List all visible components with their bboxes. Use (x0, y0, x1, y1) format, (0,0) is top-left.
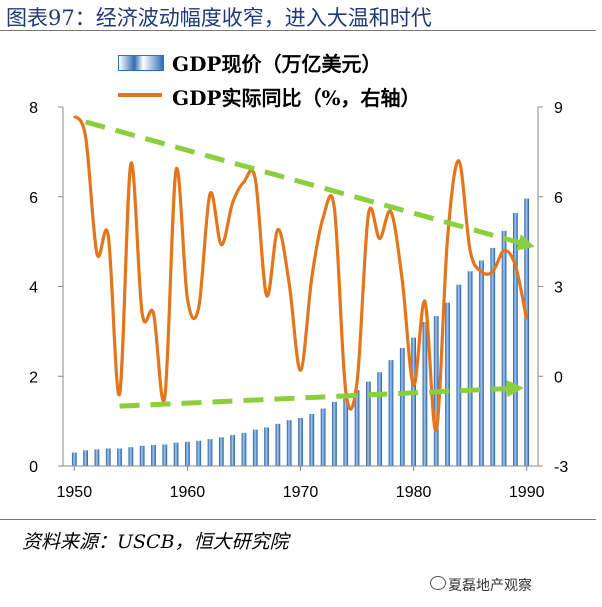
watermark: 夏磊地产观察 (448, 578, 532, 594)
legend-bar-label: GDP现价（万亿美元） (172, 52, 382, 76)
bar-1969 (286, 420, 292, 466)
bar-1952 (94, 449, 100, 466)
x-tick-1990: 1990 (509, 484, 545, 501)
bar-1974 (343, 396, 349, 466)
bar-1967 (264, 427, 269, 466)
bar-1990 (524, 198, 530, 467)
lower-trend-arrow (119, 380, 524, 409)
bar-1968 (275, 423, 281, 466)
bar-1955 (128, 447, 134, 466)
x-tick-1980: 1980 (396, 484, 432, 501)
y-right-tick-9: 9 (554, 100, 563, 117)
bar-1976 (365, 381, 371, 466)
bar-1981 (422, 321, 428, 466)
y-right-tick-3: 3 (554, 280, 563, 297)
bar-1978 (388, 360, 394, 466)
bar-1956 (139, 445, 145, 466)
trend-lines (84, 119, 535, 409)
x-tick-1960: 1960 (170, 484, 206, 501)
y-right-tick--3: -3 (554, 459, 568, 476)
bar-series (71, 198, 530, 467)
bar-1971 (309, 413, 315, 466)
legend-line-label: GDP实际同比（%，右轴） (172, 86, 421, 110)
bar-1979 (399, 347, 405, 466)
bar-1957 (151, 444, 156, 466)
y-left-tick-8: 8 (29, 100, 38, 117)
y-left-tick-6: 6 (29, 190, 38, 207)
axes: 0 2 4 6 8 -3 0 3 6 9 1950 1960 1970 1980 1990 (29, 100, 568, 501)
chart-title: 图表97：经济波动幅度收窄，进入大温和时代 (6, 6, 432, 30)
bar-1986 (479, 260, 484, 466)
x-tick-1970: 1970 (283, 484, 319, 501)
bar-1961 (196, 440, 202, 466)
x-tick-1950: 1950 (57, 484, 93, 501)
y-right-tick-6: 6 (554, 190, 563, 207)
bar-1973 (332, 401, 337, 466)
legend-line-swatch (118, 93, 162, 97)
bar-1962 (207, 439, 213, 466)
line-series-group (72, 114, 529, 432)
bar-1960 (185, 441, 190, 466)
bar-1959 (173, 442, 179, 466)
gdp-growth-line (72, 114, 529, 432)
bar-1975 (354, 390, 360, 466)
bar-1954 (117, 448, 122, 466)
bar-1980 (411, 337, 416, 466)
legend-bar-swatch (118, 55, 164, 71)
y-left-tick-2: 2 (29, 369, 38, 386)
source-divider (0, 519, 596, 520)
bar-1977 (377, 372, 383, 466)
source-note: 资料来源：USCB，恒大研究院 (22, 531, 289, 553)
bar-1951 (83, 450, 88, 466)
bar-1988 (501, 230, 507, 466)
bar-1964 (230, 435, 236, 466)
y-right-tick-0: 0 (554, 369, 563, 386)
bar-1985 (467, 271, 473, 466)
bar-1966 (252, 429, 258, 466)
bar-1953 (105, 448, 111, 466)
wechat-icon (430, 576, 446, 590)
bar-1972 (320, 408, 326, 466)
upper-trend-arrow (84, 119, 535, 251)
bar-1970 (298, 417, 303, 466)
y-left-tick-0: 0 (29, 459, 38, 476)
bar-1989 (513, 212, 518, 466)
bar-1984 (456, 284, 462, 466)
bar-1950 (71, 452, 77, 466)
y-left-tick-4: 4 (29, 280, 38, 297)
bar-1983 (445, 302, 450, 466)
bar-1958 (162, 444, 168, 466)
bar-1965 (241, 432, 247, 466)
chart-area: 0 2 4 6 8 -3 0 3 6 9 1950 1960 1970 1980 1990 (29, 100, 568, 501)
title-divider (0, 30, 596, 31)
bar-1987 (490, 247, 496, 466)
bar-1963 (218, 437, 224, 466)
